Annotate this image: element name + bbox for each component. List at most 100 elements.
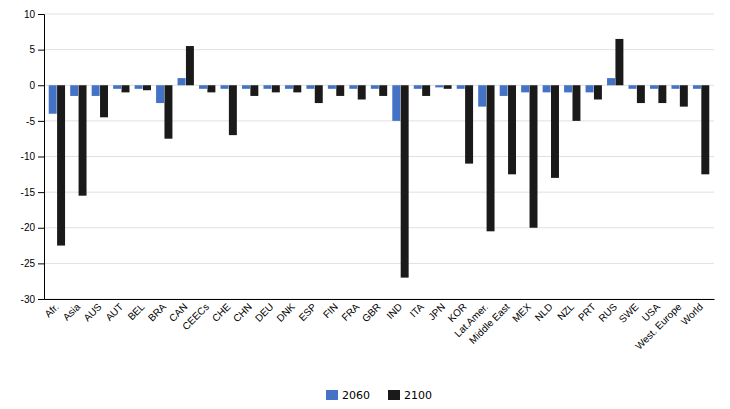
bar-series	[57, 39, 709, 278]
tick-label: -15	[21, 187, 36, 198]
grid-line	[44, 299, 714, 300]
bar	[521, 85, 529, 92]
bar	[693, 85, 701, 89]
bars	[49, 39, 710, 278]
bar	[457, 85, 465, 89]
bar	[508, 85, 516, 174]
bar	[564, 85, 572, 92]
x-tick: FRA	[339, 301, 361, 323]
chart: -30-25-20-15-10-50510Afr.AsiaAUSAUTBELBR…	[0, 0, 730, 409]
tick-label: FRA	[339, 301, 361, 323]
x-tick: JPN	[426, 301, 447, 322]
bar	[207, 85, 215, 92]
tick-mark	[38, 263, 44, 264]
bar	[143, 85, 151, 90]
bar	[379, 85, 387, 96]
bar	[392, 85, 400, 121]
tick-label: JPN	[426, 301, 447, 322]
tick-mark	[38, 228, 44, 229]
bar	[242, 85, 250, 89]
y-tick: -25	[21, 258, 44, 269]
legend-swatch	[326, 390, 338, 400]
x-tick: Middle East	[467, 301, 512, 346]
tick-mark	[38, 192, 44, 193]
bar-series	[49, 78, 701, 121]
x-tick: FIN	[321, 301, 340, 320]
tick-label: West. Europe	[633, 301, 684, 352]
tick-label: DNK	[274, 301, 297, 324]
tick-label: MEX	[510, 301, 533, 324]
legend: 20602100	[326, 389, 432, 402]
bar	[607, 78, 615, 85]
grid-line	[44, 49, 714, 50]
bar	[178, 78, 186, 85]
bar	[358, 85, 366, 99]
x-tick: CEECs	[180, 301, 211, 332]
x-tick: BRA	[146, 301, 169, 324]
bar	[371, 85, 379, 89]
x-tick: AUS	[81, 301, 104, 324]
bar	[478, 85, 486, 106]
bar	[57, 85, 65, 245]
x-tick: NLD	[533, 301, 555, 323]
y-tick: -15	[21, 187, 44, 198]
tick-label: PRT	[576, 301, 598, 323]
bar	[229, 85, 237, 135]
bar	[500, 85, 508, 96]
grid-line	[44, 120, 714, 121]
bar	[199, 85, 207, 89]
bar	[156, 85, 164, 103]
x-tick: Asia	[61, 301, 83, 323]
bar	[435, 85, 443, 87]
x-tick: DNK	[274, 301, 297, 324]
y-axis: -30-25-20-15-10-50510	[21, 9, 45, 305]
bar	[164, 85, 172, 138]
grid-line	[44, 192, 714, 193]
y-tick: -30	[21, 294, 44, 305]
x-tick: ITA	[408, 301, 426, 319]
y-tick: 5	[29, 44, 44, 55]
tick-label: World	[679, 301, 705, 327]
grid-line	[44, 156, 714, 157]
x-tick: PRT	[576, 301, 598, 323]
tick-label: BRA	[146, 301, 169, 324]
x-tick: ESP	[297, 301, 319, 323]
legend-label: 2060	[342, 389, 370, 402]
bar	[122, 85, 130, 92]
bar	[680, 85, 688, 106]
bar	[306, 85, 314, 89]
bar	[444, 85, 452, 89]
tick-mark	[38, 121, 44, 122]
tick-label: RUS	[596, 301, 619, 324]
bar	[401, 85, 409, 277]
bar	[594, 85, 602, 99]
bar	[221, 85, 229, 89]
tick-mark	[38, 157, 44, 158]
x-tick: SWE	[617, 301, 641, 325]
tick-label: Middle East	[467, 301, 512, 346]
x-axis: Afr.AsiaAUSAUTBELBRACANCEECsCHECHNDEUDNK…	[42, 300, 714, 352]
bar	[422, 85, 430, 96]
tick-label: AUT	[103, 301, 125, 323]
grid-line	[44, 227, 714, 228]
tick-label: ESP	[297, 301, 319, 323]
bar	[615, 39, 623, 85]
bar	[701, 85, 709, 174]
legend-item: 2060	[326, 389, 370, 402]
legend-swatch	[388, 390, 400, 400]
y-tick: -10	[21, 151, 44, 162]
bar	[113, 85, 121, 89]
bar	[263, 85, 271, 89]
tick-label: -20	[21, 222, 36, 233]
bar	[186, 46, 194, 85]
bar	[414, 85, 422, 89]
x-tick: RUS	[596, 301, 619, 324]
bar	[629, 85, 637, 89]
tick-label: 5	[29, 44, 35, 55]
bar	[328, 85, 336, 89]
tick-label: SWE	[617, 301, 641, 325]
x-tick: MEX	[510, 301, 533, 324]
tick-label: GBR	[360, 301, 383, 324]
tick-label: DEU	[253, 301, 276, 324]
x-tick: AUT	[103, 301, 125, 323]
